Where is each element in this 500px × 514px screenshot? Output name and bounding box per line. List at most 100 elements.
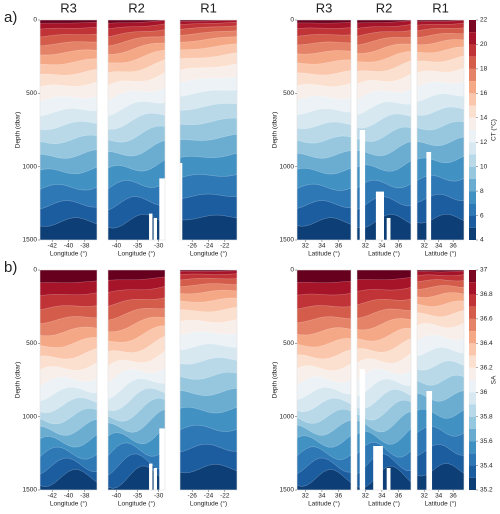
panel-title: R1 <box>200 0 217 15</box>
contour-band <box>357 466 411 490</box>
colorbar-tick-label: 4 <box>480 237 484 244</box>
missing-data <box>375 191 384 240</box>
y-tick-label: 0 <box>290 267 294 274</box>
x-tick-label: -22 <box>220 493 230 500</box>
missing-data <box>359 369 366 490</box>
colorbar-tick-label: 35.6 <box>480 438 493 445</box>
colorbar-tick-label: 35.4 <box>480 462 493 469</box>
x-axis-label: Longitude (°) <box>50 500 87 508</box>
contour-band <box>40 217 97 240</box>
colorbar-swatch <box>469 191 476 204</box>
x-tick-label: -24 <box>204 243 214 250</box>
missing-data <box>149 213 153 240</box>
x-tick-label: 32 <box>302 493 310 500</box>
x-tick-label: 36 <box>335 493 343 500</box>
y-axis-label: Depth (dbar) <box>15 362 22 399</box>
x-axis-label: Longitude (°) <box>118 250 155 258</box>
colorbar-tick-label: 36.2 <box>480 364 493 371</box>
colorbar-swatch <box>469 465 476 478</box>
contour-band <box>297 217 351 240</box>
x-axis-label: Longitude (°) <box>50 250 87 258</box>
y-tick-label: 0 <box>290 17 294 24</box>
x-tick-label: 36 <box>335 243 343 250</box>
colorbar-swatch <box>469 93 476 106</box>
colorbar-swatch <box>469 130 476 143</box>
missing-data <box>159 428 165 490</box>
colorbar-swatch <box>469 331 476 344</box>
x-tick-label: -42 <box>48 243 58 250</box>
x-axis-label: Longitude (°) <box>190 250 227 258</box>
missing-data <box>373 446 383 490</box>
colorbar-swatch <box>469 428 476 442</box>
x-tick-label: 36 <box>395 493 403 500</box>
colorbar-swatch <box>469 270 476 283</box>
missing-data <box>386 218 391 240</box>
panel-title: R2 <box>128 0 145 15</box>
colorbar-swatch <box>469 441 476 454</box>
contour-band <box>40 469 97 490</box>
colorbar-tick-label: 37 <box>480 267 488 274</box>
colorbar-swatch <box>469 294 476 307</box>
x-tick-label: 34 <box>378 493 386 500</box>
y-tick-label: 1500 <box>23 487 38 494</box>
missing-data <box>153 468 158 490</box>
colorbar-swatch <box>469 56 476 69</box>
contour-field <box>357 270 411 490</box>
colorbar-swatch <box>469 203 476 216</box>
y-tick-label: 1500 <box>23 237 38 244</box>
x-tick-label: 34 <box>378 243 386 250</box>
colorbar-swatch <box>469 117 476 130</box>
panel-frame <box>416 19 465 241</box>
contour-band <box>180 464 237 490</box>
x-tick-label: -35 <box>133 243 143 250</box>
x-tick-label: -26 <box>188 493 198 500</box>
x-tick-label: -40 <box>112 243 122 250</box>
missing-data <box>149 463 153 490</box>
x-tick-label: 34 <box>435 493 443 500</box>
colorbar-tick-label: 36.8 <box>480 291 493 298</box>
colorbar-tick-label: 36 <box>480 389 488 396</box>
panel-frame <box>296 19 352 241</box>
y-tick-label: 0 <box>33 17 37 24</box>
colorbar-tick-label: 35.8 <box>480 413 493 420</box>
y-tick-label: 1500 <box>280 237 295 244</box>
contour-field <box>108 270 165 490</box>
panel-label: a) <box>4 9 17 26</box>
colorbar-swatch <box>469 227 476 240</box>
colorbar-tick-label: 6 <box>480 212 484 219</box>
x-axis-label: Latitude (°) <box>425 250 457 258</box>
colorbar-tick-label: 22 <box>480 17 488 24</box>
panel-frame <box>356 19 412 241</box>
y-tick-label: 500 <box>26 340 37 347</box>
missing-data <box>180 163 183 240</box>
x-tick-label: -30 <box>154 243 164 250</box>
colorbar-swatch <box>469 142 476 155</box>
x-tick-label: 34 <box>318 493 326 500</box>
x-tick-label: 32 <box>302 243 310 250</box>
colorbar-swatch <box>469 392 476 405</box>
colorbar-tick-label: 10 <box>480 163 488 170</box>
colorbar-swatch <box>469 416 476 429</box>
colorbar-tick-label: 18 <box>480 66 488 73</box>
panel-frame <box>416 269 465 491</box>
contour-field <box>40 20 97 240</box>
x-tick-label: -35 <box>133 493 143 500</box>
colorbar-label: CT (°C) <box>490 119 498 141</box>
colorbar-swatch <box>469 404 476 417</box>
colorbar-swatch <box>469 380 476 393</box>
colorbar-swatch <box>469 32 476 45</box>
x-axis-label: Latitude (°) <box>425 500 457 508</box>
contour-field <box>357 20 411 240</box>
colorbar-swatch <box>469 343 476 356</box>
colorbar-tick-label: 14 <box>480 114 488 121</box>
colorbar-swatch <box>469 477 476 490</box>
y-tick-label: 500 <box>26 90 37 97</box>
missing-data <box>426 391 433 490</box>
y-tick-label: 500 <box>283 340 294 347</box>
x-axis-label: Longitude (°) <box>190 500 227 508</box>
colorbar-swatch <box>469 105 476 118</box>
y-tick-label: 0 <box>33 267 37 274</box>
y-tick-label: 1000 <box>280 413 295 420</box>
colorbar-swatch <box>469 68 476 82</box>
x-tick-label: 36 <box>450 493 458 500</box>
